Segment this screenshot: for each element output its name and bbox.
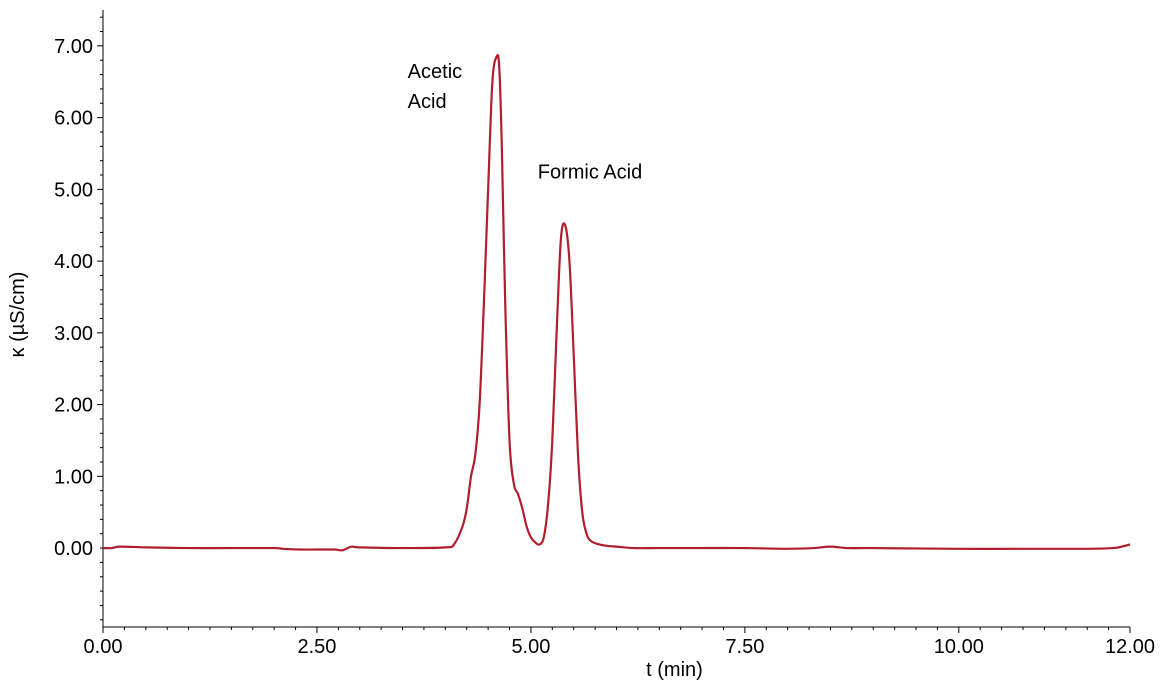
tick-labels: 0.00 1.00 2.00 3.00 4.00 5.00 6.00 7.00 0.00 2.50… — [54, 36, 1155, 658]
y-axis-label: κ (µS/cm) — [7, 272, 29, 358]
series-line-0 — [102, 53, 1131, 552]
x-axis-label: t (min) — [646, 659, 703, 681]
y-tick-label: 4.00 — [54, 251, 93, 273]
peak-annotation: Acetic — [408, 61, 462, 83]
x-tick-label: 10.00 — [934, 636, 984, 658]
peak-annotation: Formic Acid — [538, 162, 642, 184]
axes — [102, 10, 1130, 628]
y-tick-label: 2.00 — [54, 395, 93, 417]
peak-annotation: Acid — [408, 91, 447, 113]
y-tick-label: 3.00 — [54, 323, 93, 345]
x-tick-label: 5.00 — [511, 636, 550, 658]
y-tick-label: 5.00 — [54, 179, 93, 201]
y-tick-label: 0.00 — [54, 538, 93, 560]
x-tick-label: 2.50 — [297, 636, 336, 658]
y-tick-label: 6.00 — [54, 108, 93, 130]
series — [102, 53, 1131, 552]
annotations: Acetic Acid Formic Acid — [408, 61, 643, 183]
x-tick-label: 12.00 — [1105, 636, 1155, 658]
x-tick-label: 7.50 — [725, 636, 764, 658]
ticks — [97, 16, 1131, 633]
y-tick-label: 1.00 — [54, 466, 93, 488]
x-tick-label: 0.00 — [84, 636, 123, 658]
y-tick-label: 7.00 — [54, 36, 93, 58]
